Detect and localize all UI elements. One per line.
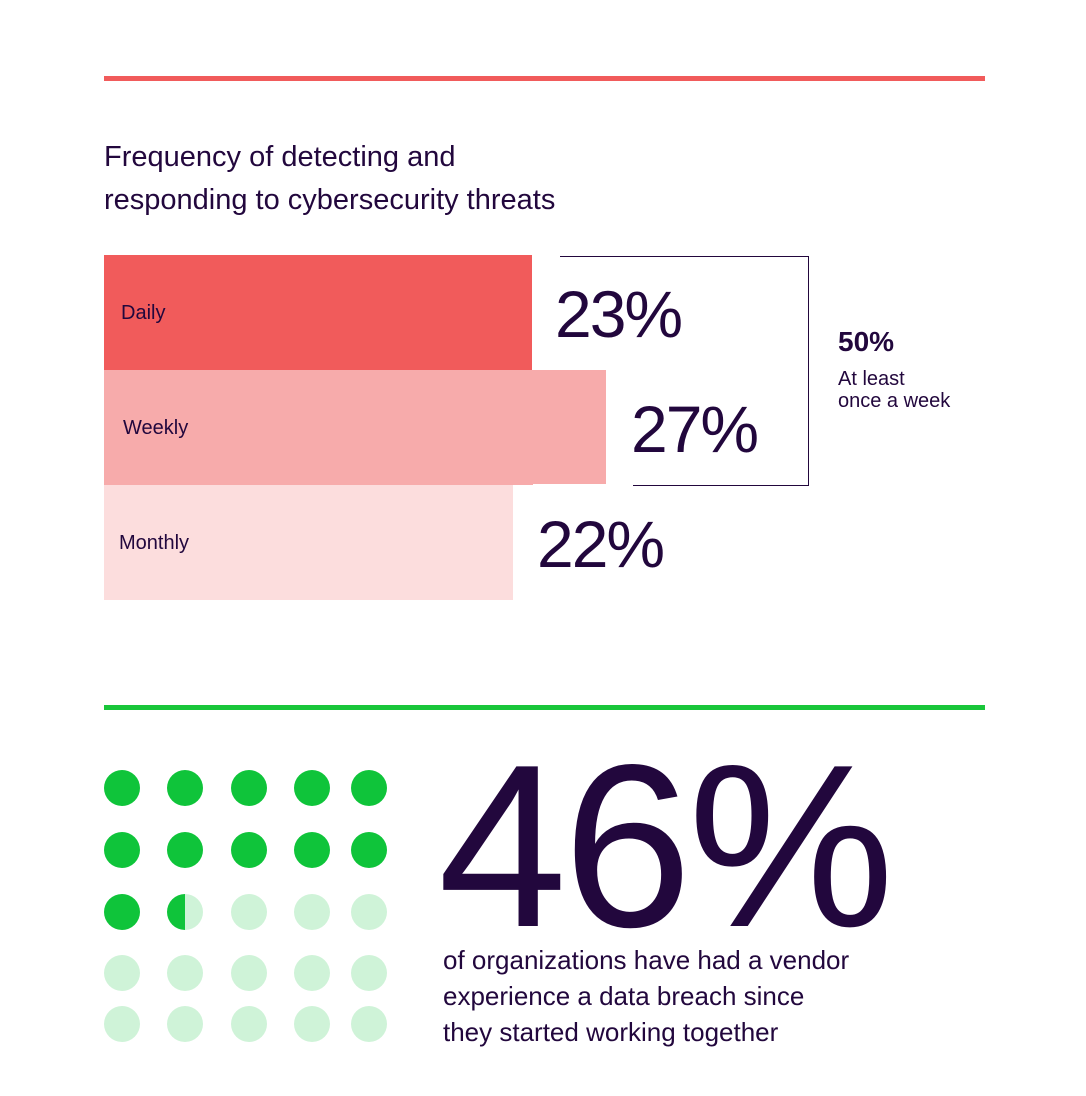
pictogram-dot bbox=[231, 1006, 267, 1042]
pictogram-dot bbox=[351, 1006, 387, 1042]
pictogram-dot bbox=[351, 955, 387, 991]
pictogram-dot bbox=[104, 955, 140, 991]
pictogram-dot bbox=[231, 955, 267, 991]
bar-label-weekly: Weekly bbox=[123, 417, 189, 439]
weekly-bracket bbox=[560, 256, 809, 486]
pictogram-dot bbox=[294, 832, 330, 868]
value-label-monthly: 22% bbox=[537, 507, 665, 581]
pictogram-dot bbox=[294, 1006, 330, 1042]
bracket-label-line-2: once a week bbox=[838, 390, 951, 412]
chart-title-line-1: Frequency of detecting and bbox=[104, 141, 456, 173]
breach-stat-caption: of organizations have had a vendor exper… bbox=[443, 942, 943, 1050]
breach-caption-line-3: they started working together bbox=[443, 1017, 779, 1047]
top-divider bbox=[104, 76, 985, 81]
pictogram-dot bbox=[351, 894, 387, 930]
bracket-label: At least once a week bbox=[838, 368, 998, 412]
pictogram-dot bbox=[231, 832, 267, 868]
pictogram-dot bbox=[231, 770, 267, 806]
pictogram-dot bbox=[351, 832, 387, 868]
pictogram-dot bbox=[231, 894, 267, 930]
pictogram-dot bbox=[294, 894, 330, 930]
pictogram-dot bbox=[294, 955, 330, 991]
bar-label-monthly: Monthly bbox=[119, 532, 190, 554]
pictogram-dot bbox=[104, 1006, 140, 1042]
bracket-value: 50% bbox=[838, 326, 895, 357]
pictogram-dot bbox=[167, 894, 203, 930]
value-label-daily: 23% bbox=[555, 277, 683, 351]
value-label-weekly: 27% bbox=[631, 392, 759, 466]
bar-daily bbox=[104, 255, 532, 370]
pictogram-dot bbox=[351, 770, 387, 806]
middle-divider bbox=[104, 705, 985, 710]
pictogram-dot bbox=[104, 894, 140, 930]
breach-caption-line-2: experience a data breach since bbox=[443, 981, 805, 1011]
bar-monthly bbox=[104, 485, 513, 600]
pictogram-dot bbox=[167, 955, 203, 991]
chart-title: Frequency of detecting and responding to… bbox=[104, 136, 724, 222]
pictogram-dot bbox=[167, 832, 203, 868]
bar-label-daily: Daily bbox=[121, 302, 166, 324]
breach-caption-line-1: of organizations have had a vendor bbox=[443, 945, 850, 975]
pictogram-dot bbox=[167, 770, 203, 806]
chart-title-line-2: responding to cybersecurity threats bbox=[104, 184, 556, 216]
pictogram-dot bbox=[294, 770, 330, 806]
bar-weekly bbox=[104, 370, 606, 485]
breach-stat-value: 46% bbox=[438, 717, 894, 976]
pictogram-dot bbox=[104, 832, 140, 868]
pictogram-dot bbox=[167, 1006, 203, 1042]
bracket-label-line-1: At least bbox=[838, 368, 905, 390]
pictogram-dot bbox=[104, 770, 140, 806]
